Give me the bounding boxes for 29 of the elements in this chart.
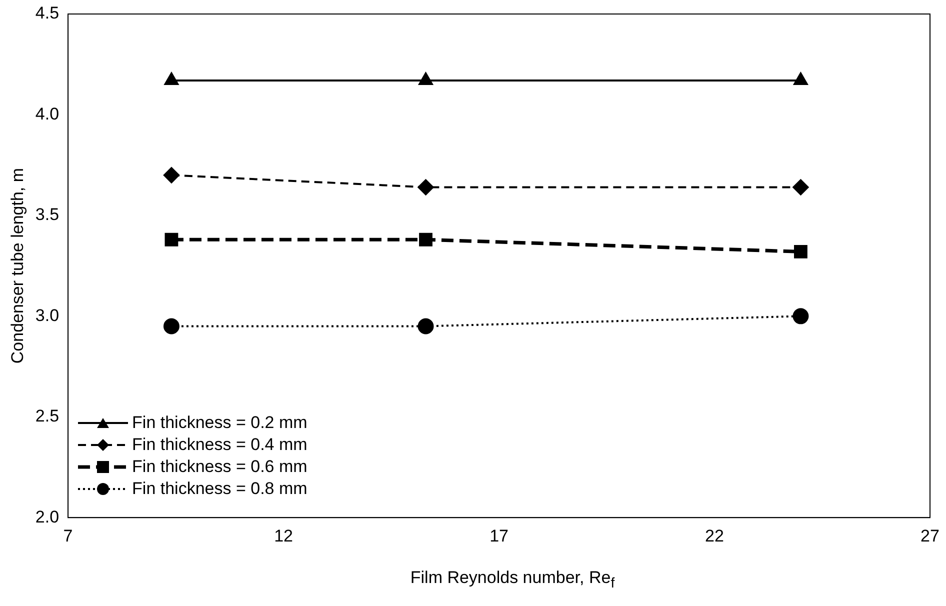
x-tick-label: 22 [705,526,724,546]
x-tick-label: 7 [63,526,73,546]
point [163,318,180,334]
point [794,72,808,85]
x-tick-label: 27 [920,526,940,546]
legend-label: Fin thickness = 0.8 mm [132,478,308,499]
point [418,72,433,85]
y-tick-label: 4.5 [35,4,60,23]
y-tick-label: 3.5 [35,205,60,224]
point [164,72,179,85]
x-tick-label: 17 [490,526,508,546]
point [792,308,809,324]
x-axis-title: Film Reynolds number, Re$_{f}$ [409,568,616,592]
point [792,179,809,196]
y-axis-title: Condenser tube length, m [8,168,27,364]
y-tick-label: 3.0 [35,306,60,325]
x-tick-label: 12 [274,526,293,546]
point [794,245,808,258]
point [419,232,432,246]
legend-label: Fin thickness = 0.2 mm [132,412,308,433]
legend-label: Fin thickness = 0.4 mm [132,434,308,455]
y-tick-label: 2.0 [35,507,60,526]
point [164,232,178,246]
y-tick-label: 2.5 [35,406,60,426]
y-tick-label: 4.0 [35,104,60,124]
point [418,179,434,196]
point [418,318,434,334]
point [163,167,180,184]
legend-label: Fin thickness = 0.6 mm [132,456,308,477]
